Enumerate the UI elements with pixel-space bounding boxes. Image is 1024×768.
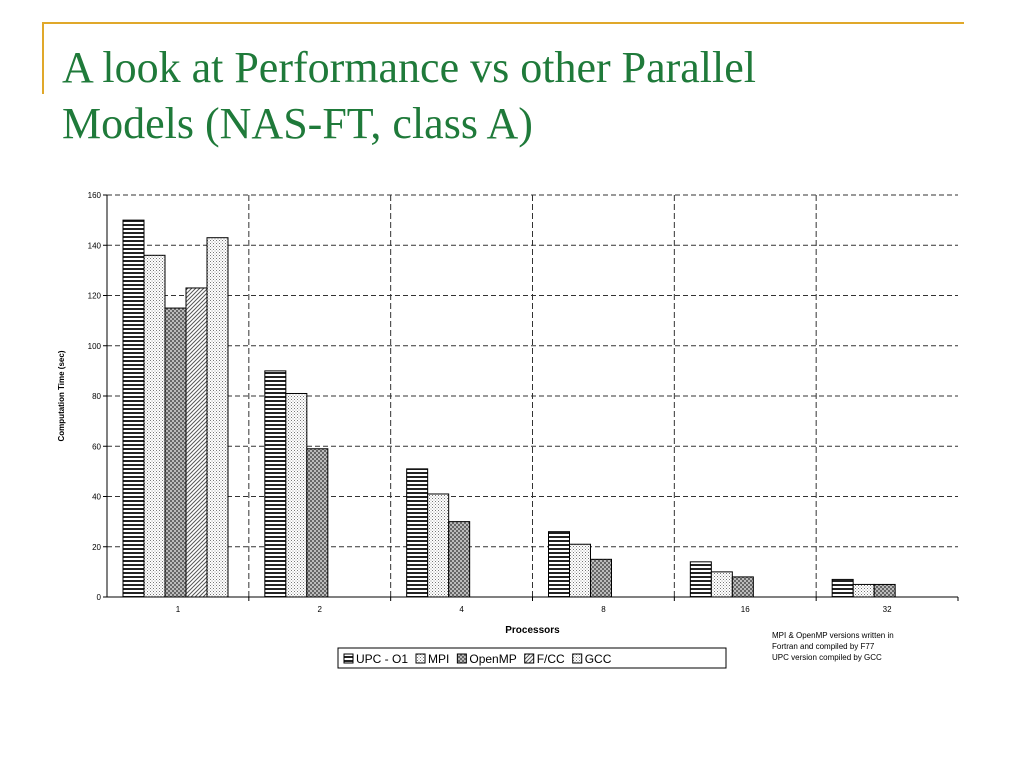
x-tick-label: 32 xyxy=(883,605,892,614)
bar-mpi-16 xyxy=(710,571,733,598)
legend-swatch-openmp xyxy=(456,653,467,664)
y-axis-label: Computation Time (sec) xyxy=(57,350,66,441)
y-tick-label: 0 xyxy=(97,593,102,602)
slide-title-line-2: Models (NAS-FT, class A) xyxy=(62,99,533,148)
y-tick-label: 60 xyxy=(92,442,101,451)
bar-openmp-2 xyxy=(306,448,329,598)
legend-swatch-mpi xyxy=(415,653,426,664)
y-tick-label: 20 xyxy=(92,543,101,552)
x-tick-label: 8 xyxy=(601,605,606,614)
bar-mpi-2 xyxy=(285,392,308,598)
bar-mpi-32 xyxy=(852,583,875,598)
top-accent-rule xyxy=(42,22,964,24)
bar-f-cc-1 xyxy=(185,287,208,598)
legend-swatch-f-cc xyxy=(524,653,535,664)
bar-openmp-32 xyxy=(873,583,896,598)
x-tick-label: 16 xyxy=(741,605,750,614)
x-axis-label: Processors xyxy=(505,625,560,636)
bar-upc-o1-8 xyxy=(548,531,570,598)
annotation-line: Fortran and compiled by F77 xyxy=(772,642,875,651)
legend-label-f-cc: F/CC xyxy=(537,652,565,666)
slide-title: A look at Performance vs other Parallel … xyxy=(62,40,942,152)
y-tick-label: 40 xyxy=(92,493,101,502)
legend-label-gcc: GCC xyxy=(585,652,612,666)
bar-openmp-4 xyxy=(448,521,471,598)
chart-annotation: MPI & OpenMP versions written in Fortran … xyxy=(772,631,894,662)
legend-label-openmp: OpenMP xyxy=(469,652,516,666)
slide-title-line-1: A look at Performance vs other Parallel xyxy=(62,43,757,92)
plot-area: 0 20 40 60 80 100 120 140 160 1 2 4 8 16 32 Processors C… xyxy=(57,191,959,636)
legend: UPC - O1 MPI OpenMP F/CC GCC xyxy=(337,647,727,669)
bar-upc-o1-16 xyxy=(689,561,712,598)
bar-upc-o1-1 xyxy=(122,219,145,598)
bar-upc-o1-2 xyxy=(264,370,287,598)
bar-mpi-4 xyxy=(427,493,450,598)
bar-openmp-1 xyxy=(164,307,187,598)
bar-openmp-8 xyxy=(590,558,612,598)
y-tick-label: 160 xyxy=(88,191,102,200)
x-tick-label: 2 xyxy=(318,605,323,614)
bar-mpi-1 xyxy=(143,254,166,598)
bar-gcc-1 xyxy=(206,237,229,598)
annotation-line: UPC version compiled by GCC xyxy=(772,653,882,662)
y-tick-label: 120 xyxy=(88,292,102,301)
legend-swatch-upc-o1 xyxy=(343,653,354,664)
x-tick-label: 1 xyxy=(176,605,181,614)
legend-swatch-gcc xyxy=(572,653,583,664)
bar-mpi-8 xyxy=(569,543,591,598)
bar-openmp-16 xyxy=(731,576,754,598)
bar-upc-o1-32 xyxy=(831,578,854,598)
y-tick-label: 140 xyxy=(88,241,102,250)
legend-label-mpi: MPI xyxy=(428,652,449,666)
x-tick-label: 4 xyxy=(459,605,464,614)
bar-upc-o1-4 xyxy=(406,468,429,598)
left-accent-rule xyxy=(42,22,44,94)
annotation-line: MPI & OpenMP versions written in xyxy=(772,631,894,640)
y-tick-label: 100 xyxy=(88,342,102,351)
legend-label-upc-o1: UPC - O1 xyxy=(356,652,408,666)
y-tick-label: 80 xyxy=(92,392,101,401)
